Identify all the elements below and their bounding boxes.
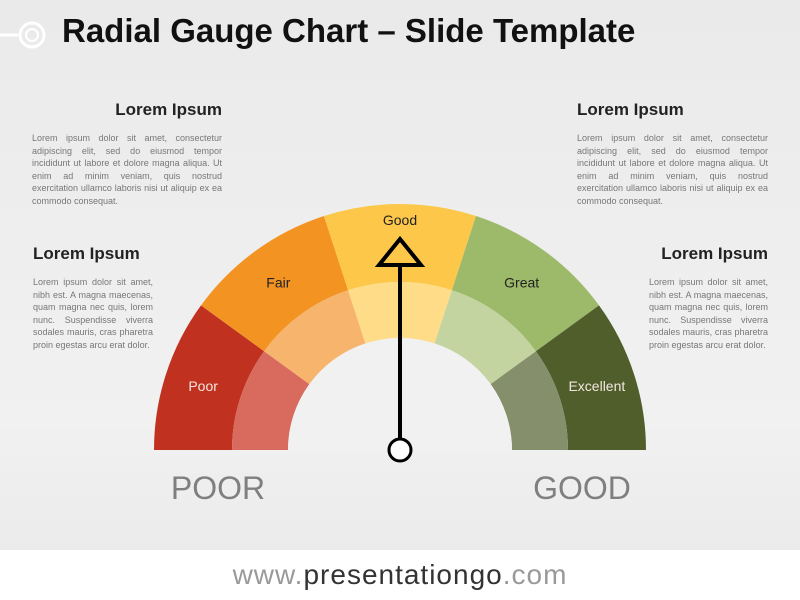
block-text: Lorem ipsum dolor sit amet, nibh est. A …	[33, 277, 153, 350]
title-icon-inner	[25, 28, 39, 42]
segment-label: Fair	[266, 275, 290, 291]
gauge-inner-segment	[434, 290, 536, 385]
gauge-inner-segment	[264, 290, 366, 385]
title-icon	[18, 21, 46, 49]
gauge-chart: Poor Fair Good Great Excellent POOR GOOD	[18, 21, 646, 506]
block-text: Lorem ipsum dolor sit amet, nibh est. A …	[649, 277, 768, 350]
needle-head	[374, 235, 426, 267]
gauge-segment	[535, 305, 646, 450]
block-heading: Lorem Ipsum	[115, 100, 222, 119]
needle-pivot	[387, 437, 413, 463]
block-heading: Lorem Ipsum	[577, 100, 684, 119]
gauge: Poor Fair Good Great Excellent POOR GOOD	[154, 203, 646, 506]
segment-label: Great	[504, 275, 539, 291]
text-block: Lorem Ipsum Lorem ipsum dolor sit amet, …	[649, 244, 768, 352]
gauge-segment	[154, 305, 265, 450]
text-block: Lorem Ipsum Lorem ipsum dolor sit amet, …	[32, 100, 222, 208]
block-text: Lorem ipsum dolor sit amet, consectetur …	[577, 133, 768, 206]
gauge-segment	[200, 216, 349, 352]
footer-prefix: www.	[232, 559, 304, 590]
footer-suffix: .com	[502, 559, 568, 590]
title: Radial Gauge Chart – Slide Template	[62, 12, 636, 49]
gauge-segment	[451, 216, 600, 352]
text-block: Lorem Ipsum Lorem ipsum dolor sit amet, …	[577, 100, 768, 208]
text-block: Lorem Ipsum Lorem ipsum dolor sit amet, …	[33, 244, 153, 352]
block-heading: Lorem Ipsum	[661, 244, 768, 263]
gauge-left-label: POOR	[171, 470, 265, 506]
segment-label: Good	[383, 212, 417, 228]
segment-label: Excellent	[568, 378, 625, 394]
block-text: Lorem ipsum dolor sit amet, consectetur …	[32, 133, 222, 206]
segment-label: Poor	[188, 378, 218, 394]
gauge-segment	[323, 203, 477, 291]
gauge-inner-segment	[232, 351, 310, 450]
block-heading: Lorem Ipsum	[33, 244, 140, 263]
footer: www.presentationgo.com	[0, 550, 800, 600]
gauge-inner-segment	[490, 351, 568, 450]
footer-name: presentationgo	[303, 559, 503, 590]
gauge-right-label: GOOD	[533, 470, 631, 506]
